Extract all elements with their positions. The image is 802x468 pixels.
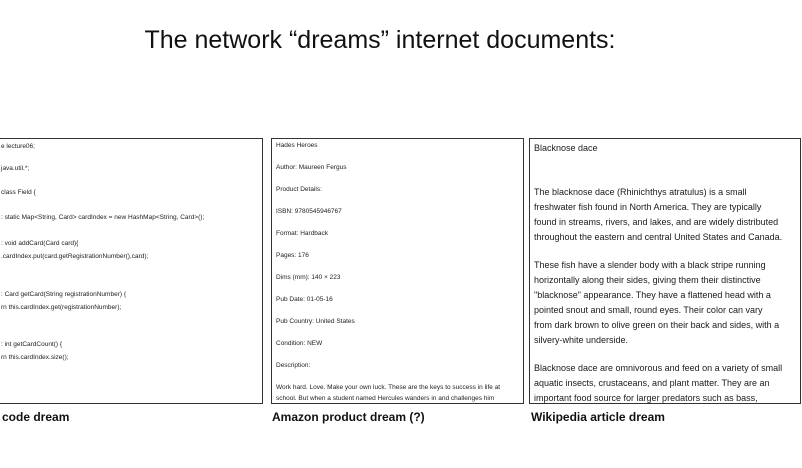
product-line: Hades Heroes xyxy=(276,142,318,149)
article-line: important food source for larger predato… xyxy=(534,393,758,403)
article-title: Blacknose dace xyxy=(534,143,598,153)
code-line: class Field { xyxy=(1,189,36,196)
article-line: silvery-white underside. xyxy=(534,335,629,345)
code-line: : Card getCard(String registrationNumber… xyxy=(1,291,126,298)
product-line: Product Details: xyxy=(276,186,322,193)
article-line: Blacknose dace are omnivorous and feed o… xyxy=(534,363,783,373)
wikipedia-dream-panel: Blacknose dace The blacknose dace (Rhini… xyxy=(529,138,801,404)
article-line: These fish have a slender body with a bl… xyxy=(534,260,766,270)
code-line: java.util.*; xyxy=(1,165,30,172)
wikipedia-dream-caption: Wikipedia article dream xyxy=(531,410,665,424)
product-line: Pub Date: 01-05-16 xyxy=(276,296,333,303)
product-line: Work hard. Love. Make your own luck. The… xyxy=(276,384,501,391)
amazon-dream-panel: Hades Heroes Author: Maureen Fergus Prod… xyxy=(271,138,524,404)
product-line: Condition: NEW xyxy=(276,340,323,347)
slide-title: The network “dreams” internet documents: xyxy=(144,26,616,54)
code-dream-caption: code dream xyxy=(2,410,70,424)
code-line: rn this.cardIndex.get(registrationNumber… xyxy=(1,304,122,311)
article-line: freshwater fish found in North America. … xyxy=(534,202,762,212)
product-line: school. But when a student named Hercule… xyxy=(276,395,495,402)
article-line: The blacknose dace (Rhinichthys atratulu… xyxy=(534,187,747,197)
amazon-dream-caption: Amazon product dream (?) xyxy=(272,410,425,424)
product-line: Dims (mm): 140 × 223 xyxy=(276,274,341,281)
code-line: : static Map<String, Card> cardIndex = n… xyxy=(1,214,205,221)
article-line: aquatic insects, crustaceans, and plant … xyxy=(534,378,770,388)
code-line: rn this.cardIndex.size(); xyxy=(1,354,69,361)
product-line: Description: xyxy=(276,362,311,369)
article-line: from dark brown to olive green on their … xyxy=(534,320,780,330)
product-line: Pub Country: United States xyxy=(276,318,355,325)
product-line: Pages: 176 xyxy=(276,252,309,259)
code-line: : int getCardCount() { xyxy=(1,341,63,348)
product-line: ISBN: 9780545946767 xyxy=(276,208,342,215)
product-line: Format: Hardback xyxy=(276,230,329,237)
article-line: "blacknose" appearance. They have a flat… xyxy=(534,290,771,300)
article-line: throughout the eastern and central Unite… xyxy=(534,232,783,242)
code-dream-panel: e lecture06; java.util.*; class Field { … xyxy=(0,138,263,404)
article-line: found in streams, rivers, and lakes, and… xyxy=(534,217,779,227)
article-line: pointed snout and small, round eyes. The… xyxy=(534,305,763,315)
code-line: .cardIndex.put(card.getRegistrationNumbe… xyxy=(1,253,149,260)
product-line: Author: Maureen Fergus xyxy=(276,164,347,171)
code-line: : void addCard(Card card){ xyxy=(1,240,79,247)
article-line: horizontally along their sides, giving t… xyxy=(534,275,761,285)
code-line: e lecture06; xyxy=(1,143,35,150)
